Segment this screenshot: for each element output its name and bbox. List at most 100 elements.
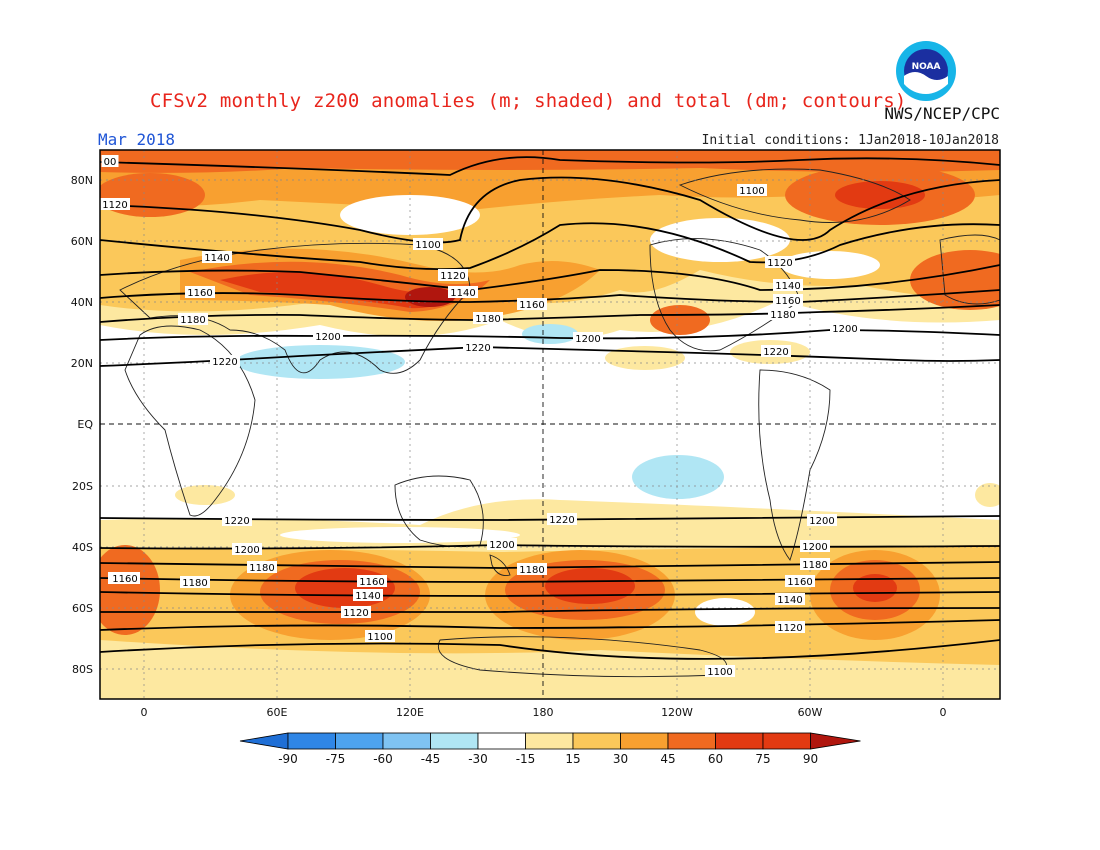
lon-label: 120W (661, 706, 693, 719)
svg-text:1200: 1200 (489, 540, 514, 551)
svg-text:1200: 1200 (234, 545, 259, 556)
contour-label: 1140 (202, 251, 232, 264)
lat-label: 80N (71, 174, 93, 187)
lat-label: EQ (77, 418, 93, 431)
svg-text:1140: 1140 (450, 288, 475, 299)
lon-label: 0 (141, 706, 148, 719)
contour-label: 1220 (222, 514, 252, 527)
contour-label: 1120 (100, 198, 130, 211)
svg-text:1180: 1180 (770, 310, 795, 321)
svg-text:1200: 1200 (802, 542, 827, 553)
svg-text:1180: 1180 (519, 565, 544, 576)
svg-text:1200: 1200 (315, 332, 340, 343)
colorbar-label: 15 (565, 752, 580, 766)
svg-text:1100: 1100 (707, 667, 732, 678)
colorbar-swatch (715, 732, 764, 750)
colorbar-swatch (667, 732, 716, 750)
contour-label: 1180 (517, 563, 547, 576)
svg-text:1160: 1160 (359, 577, 384, 588)
lon-label: 180 (533, 706, 554, 719)
svg-text:1220: 1220 (763, 347, 788, 358)
svg-text:1120: 1120 (102, 200, 127, 211)
lon-label: 0 (940, 706, 947, 719)
svg-text:1120: 1120 (343, 608, 368, 619)
contour-label: 1160 (357, 575, 387, 588)
contour-label: 1160 (785, 575, 815, 588)
lat-label: 20S (72, 480, 93, 493)
svg-text:1140: 1140 (775, 281, 800, 292)
colorbar-swatch (477, 732, 526, 750)
svg-text:1180: 1180 (182, 578, 207, 589)
svg-text:1100: 1100 (739, 186, 764, 197)
contour-label: 1200 (800, 540, 830, 553)
svg-text:1200: 1200 (832, 324, 857, 335)
svg-text:1100: 1100 (415, 240, 440, 251)
map-frame (99, 149, 1001, 700)
lat-label: 40N (71, 296, 93, 309)
svg-text:1180: 1180 (475, 314, 500, 325)
colorbar-label: -30 (468, 752, 488, 766)
colorbar-swatch (430, 732, 479, 750)
colorbar-label: -15 (516, 752, 536, 766)
lon-label: 60W (798, 706, 823, 719)
svg-text:1160: 1160 (187, 288, 212, 299)
contour-label: 1140 (448, 286, 478, 299)
colorbar-label: 60 (708, 752, 723, 766)
colorbar-swatch (287, 732, 336, 750)
svg-text:1140: 1140 (777, 595, 802, 606)
colorbar-arrow-right (810, 732, 861, 750)
lat-label: 40S (72, 541, 93, 554)
forecast-month: Mar 2018 (98, 130, 176, 149)
contour-label: 1140 (773, 279, 803, 292)
contour-label: 1120 (341, 606, 371, 619)
contour-label: 1140 (775, 593, 805, 606)
colorbar-labels: -90 -75 -60 -45 -30 -15 15 30 45 60 75 90 (278, 752, 818, 766)
colorbar-label: 45 (660, 752, 675, 766)
colorbar-label: -60 (373, 752, 393, 766)
lat-label: 80S (72, 663, 93, 676)
contour-label: 1180 (247, 561, 277, 574)
contour-label: 1200 (232, 543, 262, 556)
contour-label: 1100 (365, 630, 395, 643)
colorbar-swatch (335, 732, 384, 750)
contour-label: 1220 (547, 513, 577, 526)
svg-text:1180: 1180 (180, 315, 205, 326)
svg-text:1180: 1180 (802, 560, 827, 571)
svg-text:1200: 1200 (809, 516, 834, 527)
colorbar-swatch (382, 732, 431, 750)
colorbar-label: -90 (278, 752, 298, 766)
logo-text: NOAA (912, 62, 941, 72)
svg-text:1140: 1140 (204, 253, 229, 264)
lat-label: 60S (72, 602, 93, 615)
contour-label: 1180 (178, 313, 208, 326)
svg-text:1180: 1180 (249, 563, 274, 574)
svg-text:1220: 1220 (212, 357, 237, 368)
contour-label: 1140 (353, 589, 383, 602)
svg-text:1200: 1200 (575, 334, 600, 345)
colorbar-swatch (572, 732, 621, 750)
svg-text:1120: 1120 (767, 258, 792, 269)
colorbar-swatch (762, 732, 811, 750)
agency-label: NWS/NCEP/CPC (884, 104, 1000, 123)
contour-label: 1120 (765, 256, 795, 269)
lat-label: 20N (71, 357, 93, 370)
contour-label: 1180 (800, 558, 830, 571)
contour-label: 1120 (438, 269, 468, 282)
contour-label: 1160 (517, 298, 547, 311)
colorbar-label: -45 (421, 752, 441, 766)
svg-text:1160: 1160 (787, 577, 812, 588)
latitude-labels: 80N 60N 40N 20N EQ 20S 40S 60S 80S (71, 174, 94, 676)
svg-text:1120: 1120 (440, 271, 465, 282)
svg-text:1100: 1100 (367, 632, 392, 643)
contour-label: 1160 (110, 572, 140, 585)
contour-label: 1200 (487, 538, 517, 551)
colorbar-label: 30 (613, 752, 628, 766)
svg-text:1160: 1160 (112, 574, 137, 585)
contour-label: 1200 (830, 322, 860, 335)
svg-text:1220: 1220 (224, 516, 249, 527)
svg-text:1140: 1140 (355, 591, 380, 602)
contour-label: 1220 (761, 345, 791, 358)
initial-conditions: Initial conditions: 1Jan2018-10Jan2018 (701, 133, 999, 148)
svg-text:00: 00 (104, 157, 117, 168)
colorbar-arrow-left (239, 732, 289, 750)
